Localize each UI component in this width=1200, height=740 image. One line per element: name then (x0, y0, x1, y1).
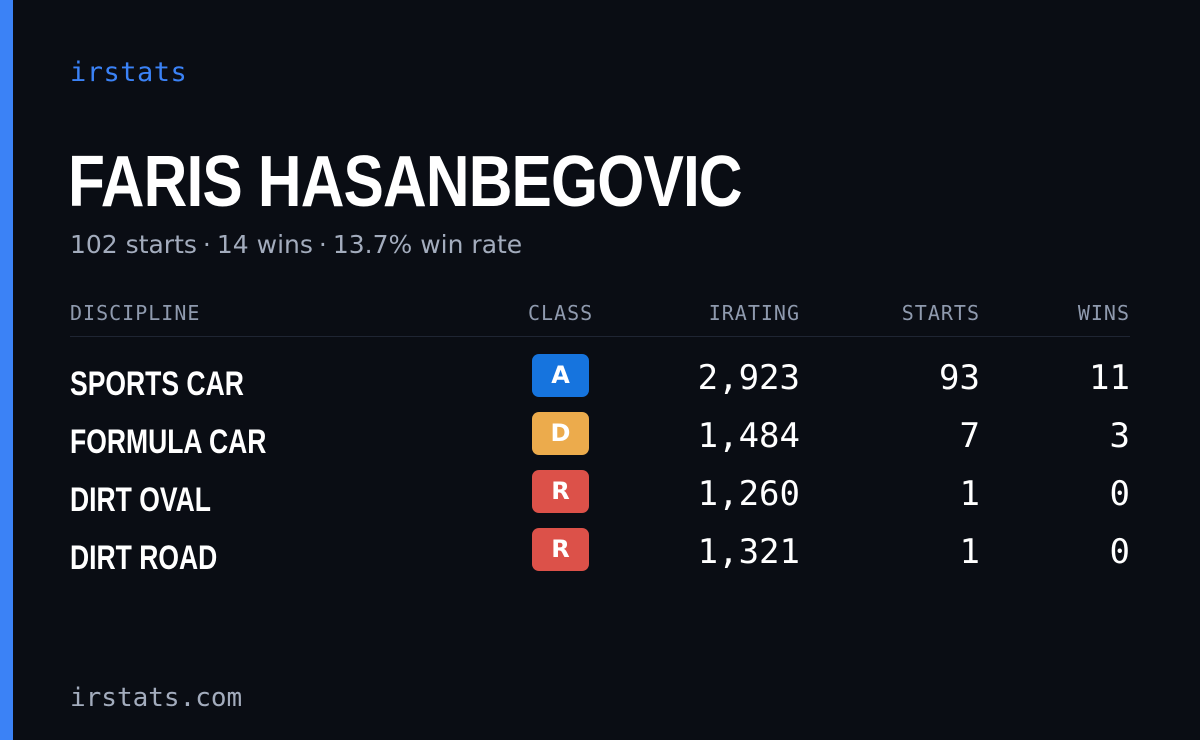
row-wins: 11 (1089, 358, 1130, 398)
row-discipline: FORMULA CAR (70, 423, 267, 461)
row-starts: 1 (959, 474, 980, 514)
row-discipline: DIRT OVAL (70, 481, 211, 519)
row-discipline: DIRT ROAD (70, 539, 218, 577)
row-discipline: SPORTS CAR (70, 365, 244, 403)
row-wins: 3 (1109, 416, 1130, 456)
license-class-badge: A (532, 354, 589, 397)
summary-line: 102 starts · 14 wins · 13.7% win rate (70, 229, 522, 261)
summary-win-rate: 13.7% win rate (332, 230, 523, 259)
row-irating: 2,923 (697, 358, 800, 398)
table-row: SPORTS CAR A 2,923 93 11 (70, 352, 1130, 410)
header-wins: WINS (1077, 301, 1130, 325)
driver-name: FARIS HASANBEGOVIC (68, 142, 743, 222)
summary-starts: 102 starts (70, 230, 197, 259)
row-wins: 0 (1109, 532, 1130, 572)
row-irating: 1,260 (697, 474, 800, 514)
brand-logo-text: irstats (70, 57, 188, 88)
header-starts: STARTS (901, 301, 980, 325)
accent-bar (0, 0, 13, 740)
license-class-badge: D (532, 412, 589, 455)
table-row: DIRT ROAD R 1,321 1 0 (70, 526, 1130, 584)
header-class: CLASS (528, 301, 594, 325)
row-irating: 1,321 (697, 532, 800, 572)
header-discipline: DISCIPLINE (70, 301, 201, 325)
summary-wins: 14 wins (216, 230, 313, 259)
row-starts: 93 (939, 358, 980, 398)
row-wins: 0 (1109, 474, 1130, 514)
license-class-badge: R (532, 528, 589, 571)
header-irating: IRATING (708, 301, 800, 325)
footer-url: irstats.com (70, 683, 243, 713)
table-header: DISCIPLINE CLASS IRATING STARTS WINS (70, 300, 1130, 337)
license-class-badge: R (532, 470, 589, 513)
discipline-table: SPORTS CAR A 2,923 93 11 FORMULA CAR D 1… (70, 352, 1130, 584)
summary-separator: · (318, 230, 327, 259)
table-row: FORMULA CAR D 1,484 7 3 (70, 410, 1130, 468)
summary-separator: · (202, 230, 211, 259)
row-starts: 1 (959, 532, 980, 572)
table-row: DIRT OVAL R 1,260 1 0 (70, 468, 1130, 526)
row-irating: 1,484 (697, 416, 800, 456)
row-starts: 7 (959, 416, 980, 456)
